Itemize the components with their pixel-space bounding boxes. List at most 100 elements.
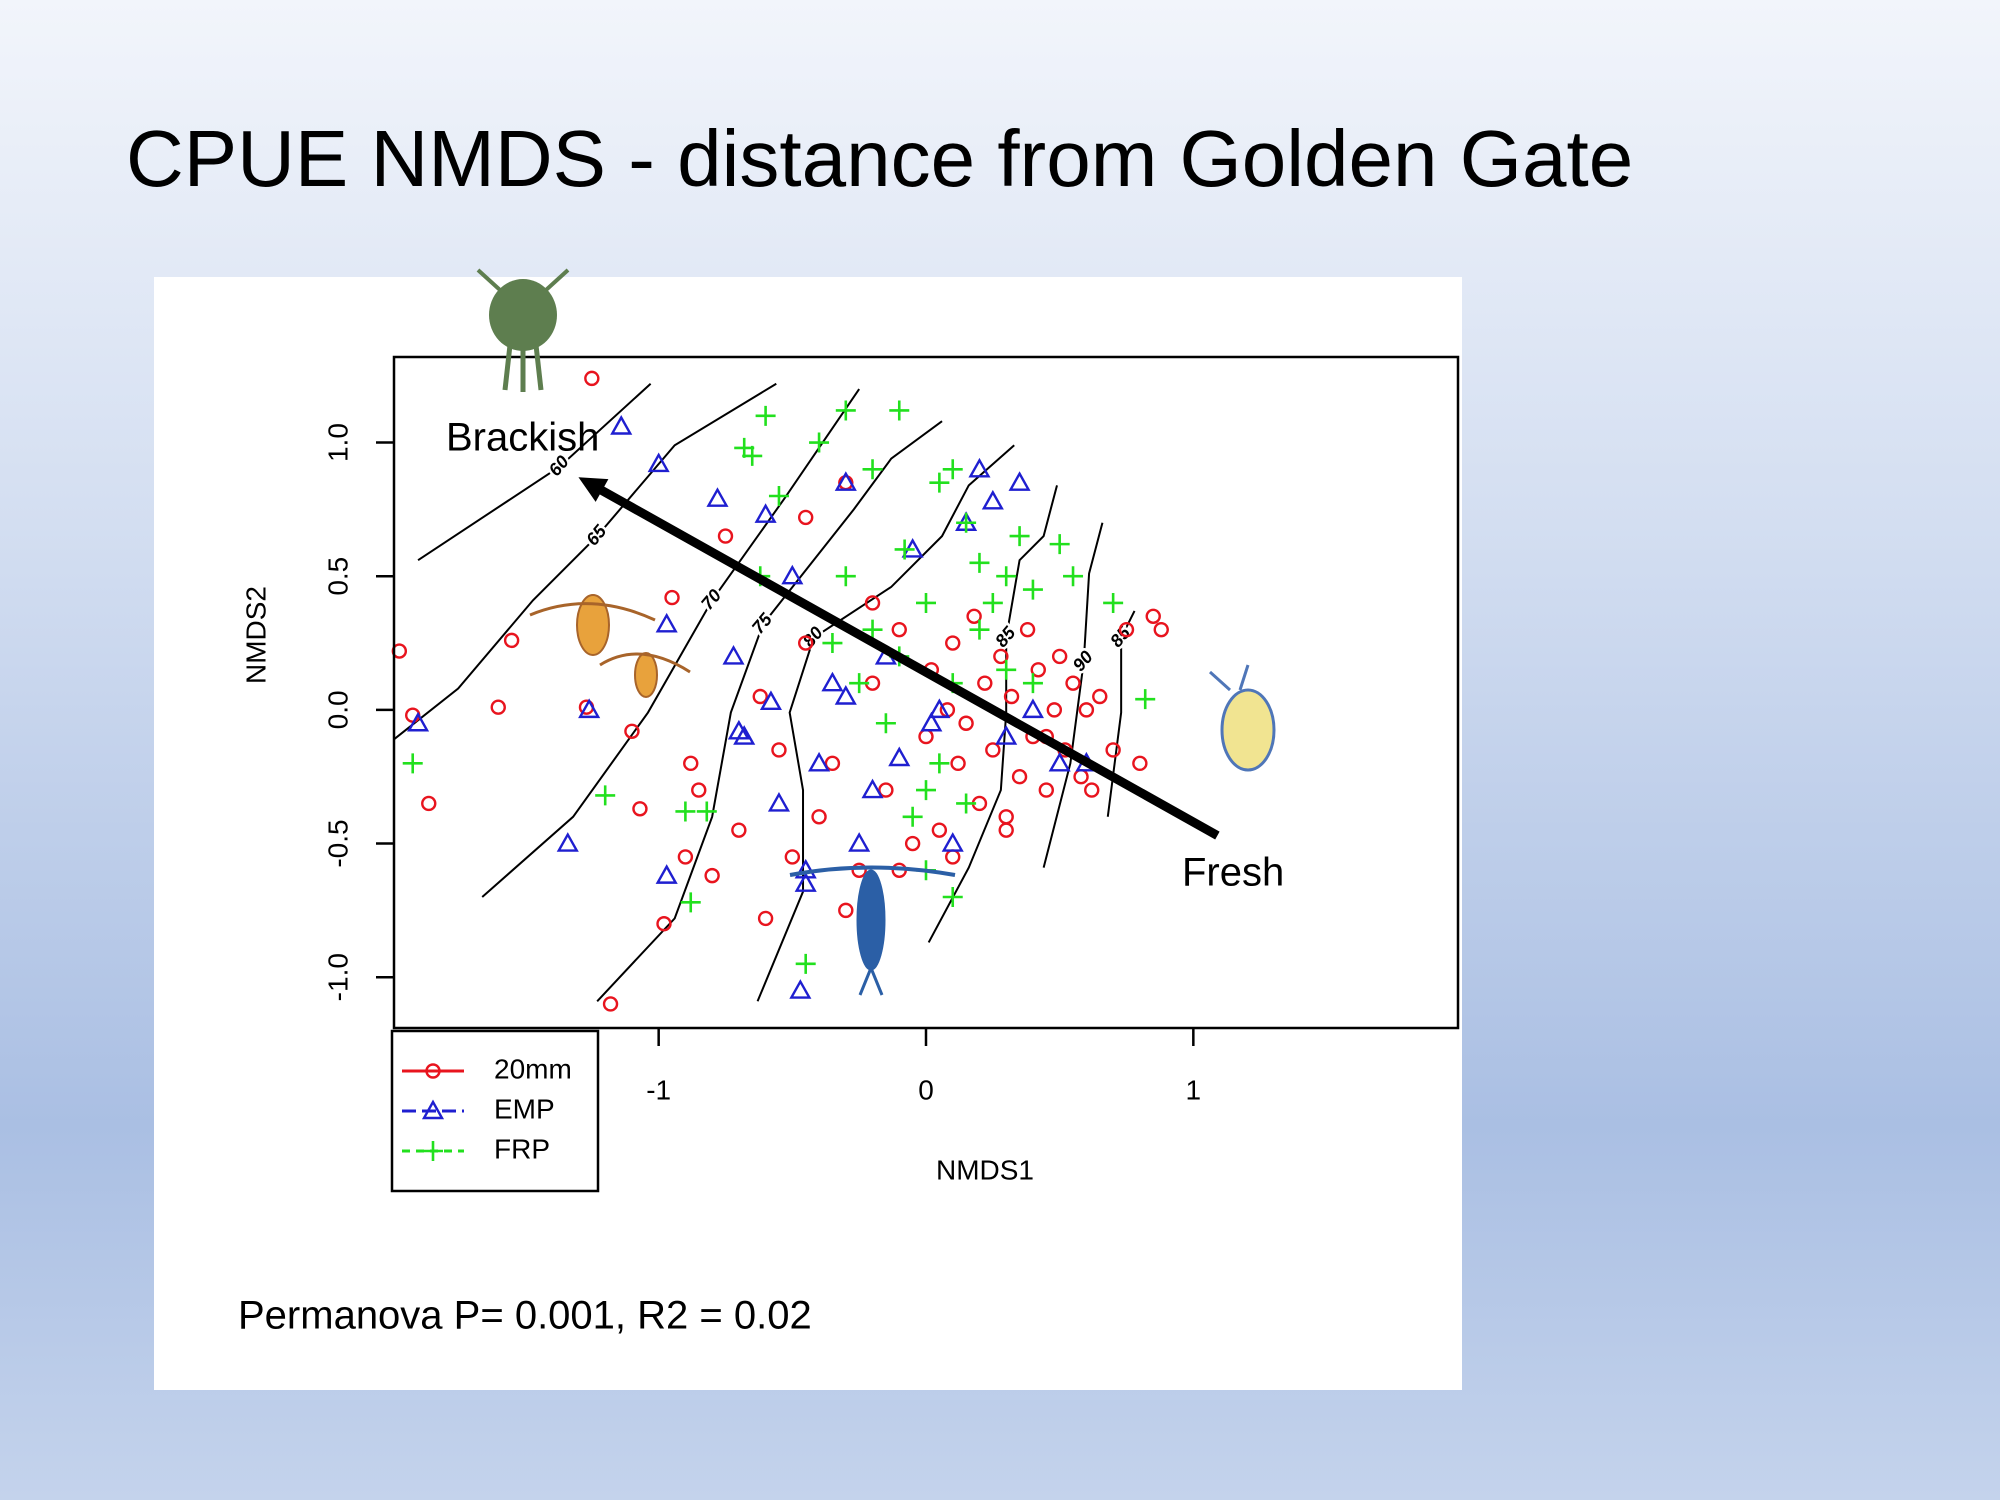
point-circle [1118, 621, 1135, 638]
point-circle [811, 809, 827, 825]
point-plus [996, 566, 1017, 587]
point-plus [423, 1141, 443, 1161]
point-circle [1065, 675, 1081, 691]
contour-line [417, 382, 652, 562]
point-circle [945, 635, 961, 651]
point-circle [966, 608, 982, 625]
point-triangle [848, 832, 871, 852]
point-triangle [794, 858, 817, 879]
point-triangle [610, 415, 633, 435]
point-plus [1103, 592, 1124, 613]
x-tick-label: 0 [918, 1074, 934, 1105]
point-triangle [981, 489, 1004, 510]
point-triangle [767, 791, 791, 812]
slide-title: CPUE NMDS - distance from Golden Gate [126, 114, 1633, 203]
point-triangle [647, 452, 670, 473]
point-plus [822, 633, 843, 654]
point-plus [595, 785, 616, 806]
point-plus [969, 619, 990, 640]
point-circle [1019, 621, 1036, 638]
point-circle [950, 755, 966, 772]
point-circle [985, 742, 1001, 758]
y-tick-label: -0.5 [322, 819, 353, 867]
contour-line [756, 444, 1015, 1002]
point-circle [838, 902, 854, 919]
point-triangle [733, 725, 756, 745]
point-circle [1030, 662, 1046, 678]
point-circle [1092, 688, 1108, 705]
point-triangle [968, 457, 991, 478]
point-plus [889, 400, 910, 421]
copepod-icon-blue [789, 865, 956, 996]
point-circle [632, 801, 648, 817]
point-plus [849, 673, 870, 694]
point-circle [784, 849, 801, 865]
point-triangle [789, 979, 812, 999]
point-triangle [808, 751, 831, 772]
point-triangle [834, 685, 857, 705]
point-plus [680, 892, 701, 913]
point-plus [902, 806, 923, 827]
point-plus [969, 552, 990, 573]
y-tick-label: 0.5 [322, 557, 353, 596]
point-circle [771, 742, 787, 758]
point-circle [1084, 782, 1100, 798]
point-plus [835, 566, 856, 587]
point-circle [656, 916, 672, 932]
point-circle [1105, 742, 1121, 758]
point-plus [768, 486, 789, 507]
point-circle [704, 867, 720, 884]
point-triangle [759, 690, 782, 711]
point-plus [675, 801, 696, 822]
point-plus [402, 753, 423, 774]
point-triangle [821, 671, 844, 692]
point-circle [584, 370, 600, 387]
point-plus [1049, 534, 1070, 555]
legend-label: 20mm [494, 1053, 572, 1084]
direction-arrow [597, 485, 1220, 840]
arrow-head [578, 477, 609, 502]
point-triangle [861, 778, 884, 799]
point-circle [683, 755, 699, 772]
point-circle [891, 621, 907, 638]
point-circle [824, 755, 841, 772]
point-circle [421, 795, 437, 812]
point-triangle [421, 1099, 445, 1120]
point-circle [977, 675, 993, 691]
stats-note: Permanova P= 0.001, R2 = 0.02 [238, 1294, 812, 1338]
point-plus [862, 459, 883, 480]
point-triangle [578, 698, 601, 719]
point-plus [1135, 689, 1156, 710]
point-plus [929, 753, 950, 774]
y-axis-label: NMDS2 [240, 586, 271, 684]
point-circle [931, 822, 948, 838]
y-tick-label: 1.0 [322, 423, 353, 462]
point-circle [1132, 755, 1148, 772]
point-plus [996, 659, 1017, 680]
point-triangle [706, 487, 729, 507]
point-circle [757, 910, 774, 927]
point-plus [734, 437, 755, 458]
point-circle [1078, 702, 1095, 718]
point-circle [1038, 782, 1055, 798]
point-circle [797, 509, 814, 526]
point-plus [942, 887, 963, 908]
point-plus [795, 953, 816, 974]
point-circle [691, 782, 707, 798]
point-circle [731, 822, 747, 838]
point-circle [797, 635, 814, 651]
point-circle [851, 862, 867, 878]
point-plus [982, 592, 1003, 613]
point-plus [916, 780, 936, 801]
point-plus [956, 512, 977, 533]
point-triangle [794, 872, 817, 892]
copepod-icon-orange [529, 594, 691, 698]
contour-line [481, 388, 860, 898]
point-plus [809, 432, 830, 453]
point-triangle [1048, 751, 1071, 772]
point-triangle [655, 612, 678, 633]
point-plus [916, 592, 936, 613]
copepod-icon-green [476, 268, 570, 392]
point-triangle [781, 564, 804, 585]
